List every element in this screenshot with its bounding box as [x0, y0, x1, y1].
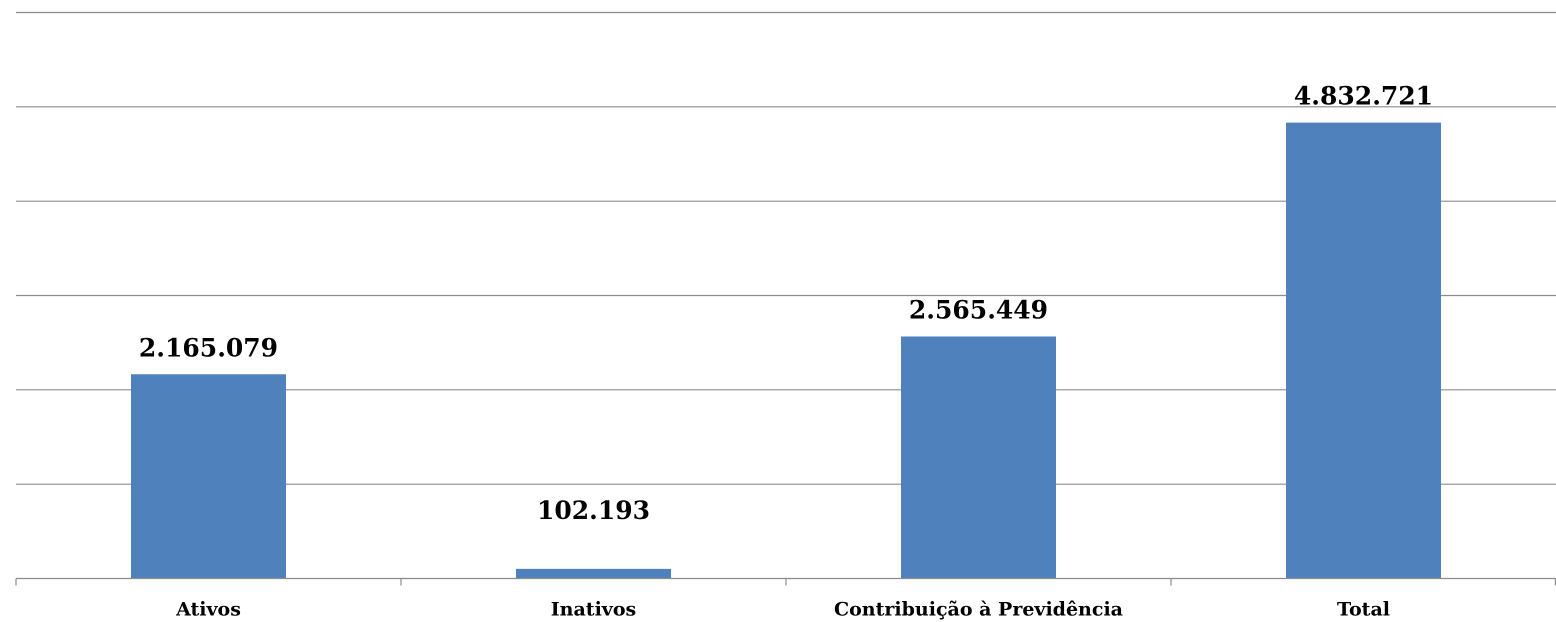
data-label: 2.565.449	[909, 295, 1048, 324]
category-labels: Ativos Inativos Contribuição à Previdência…	[175, 599, 1390, 621]
data-label: 102.193	[537, 496, 650, 525]
bars	[131, 122, 1441, 579]
data-labels: 2.165.079 102.193 2.565.449 4.832.721	[139, 82, 1433, 525]
data-label: 4.832.721	[1294, 82, 1433, 111]
category-label: Inativos	[551, 599, 636, 621]
x-axis	[15, 577, 1556, 586]
category-label: Total	[1337, 599, 1390, 621]
bar-2	[901, 336, 1056, 579]
bar-0	[131, 374, 286, 579]
bar-1	[516, 568, 671, 579]
category-label: Ativos	[175, 599, 241, 621]
data-label: 2.165.079	[139, 333, 278, 362]
bar-3	[1286, 122, 1441, 579]
category-label: Contribuição à Previdência	[834, 599, 1123, 621]
